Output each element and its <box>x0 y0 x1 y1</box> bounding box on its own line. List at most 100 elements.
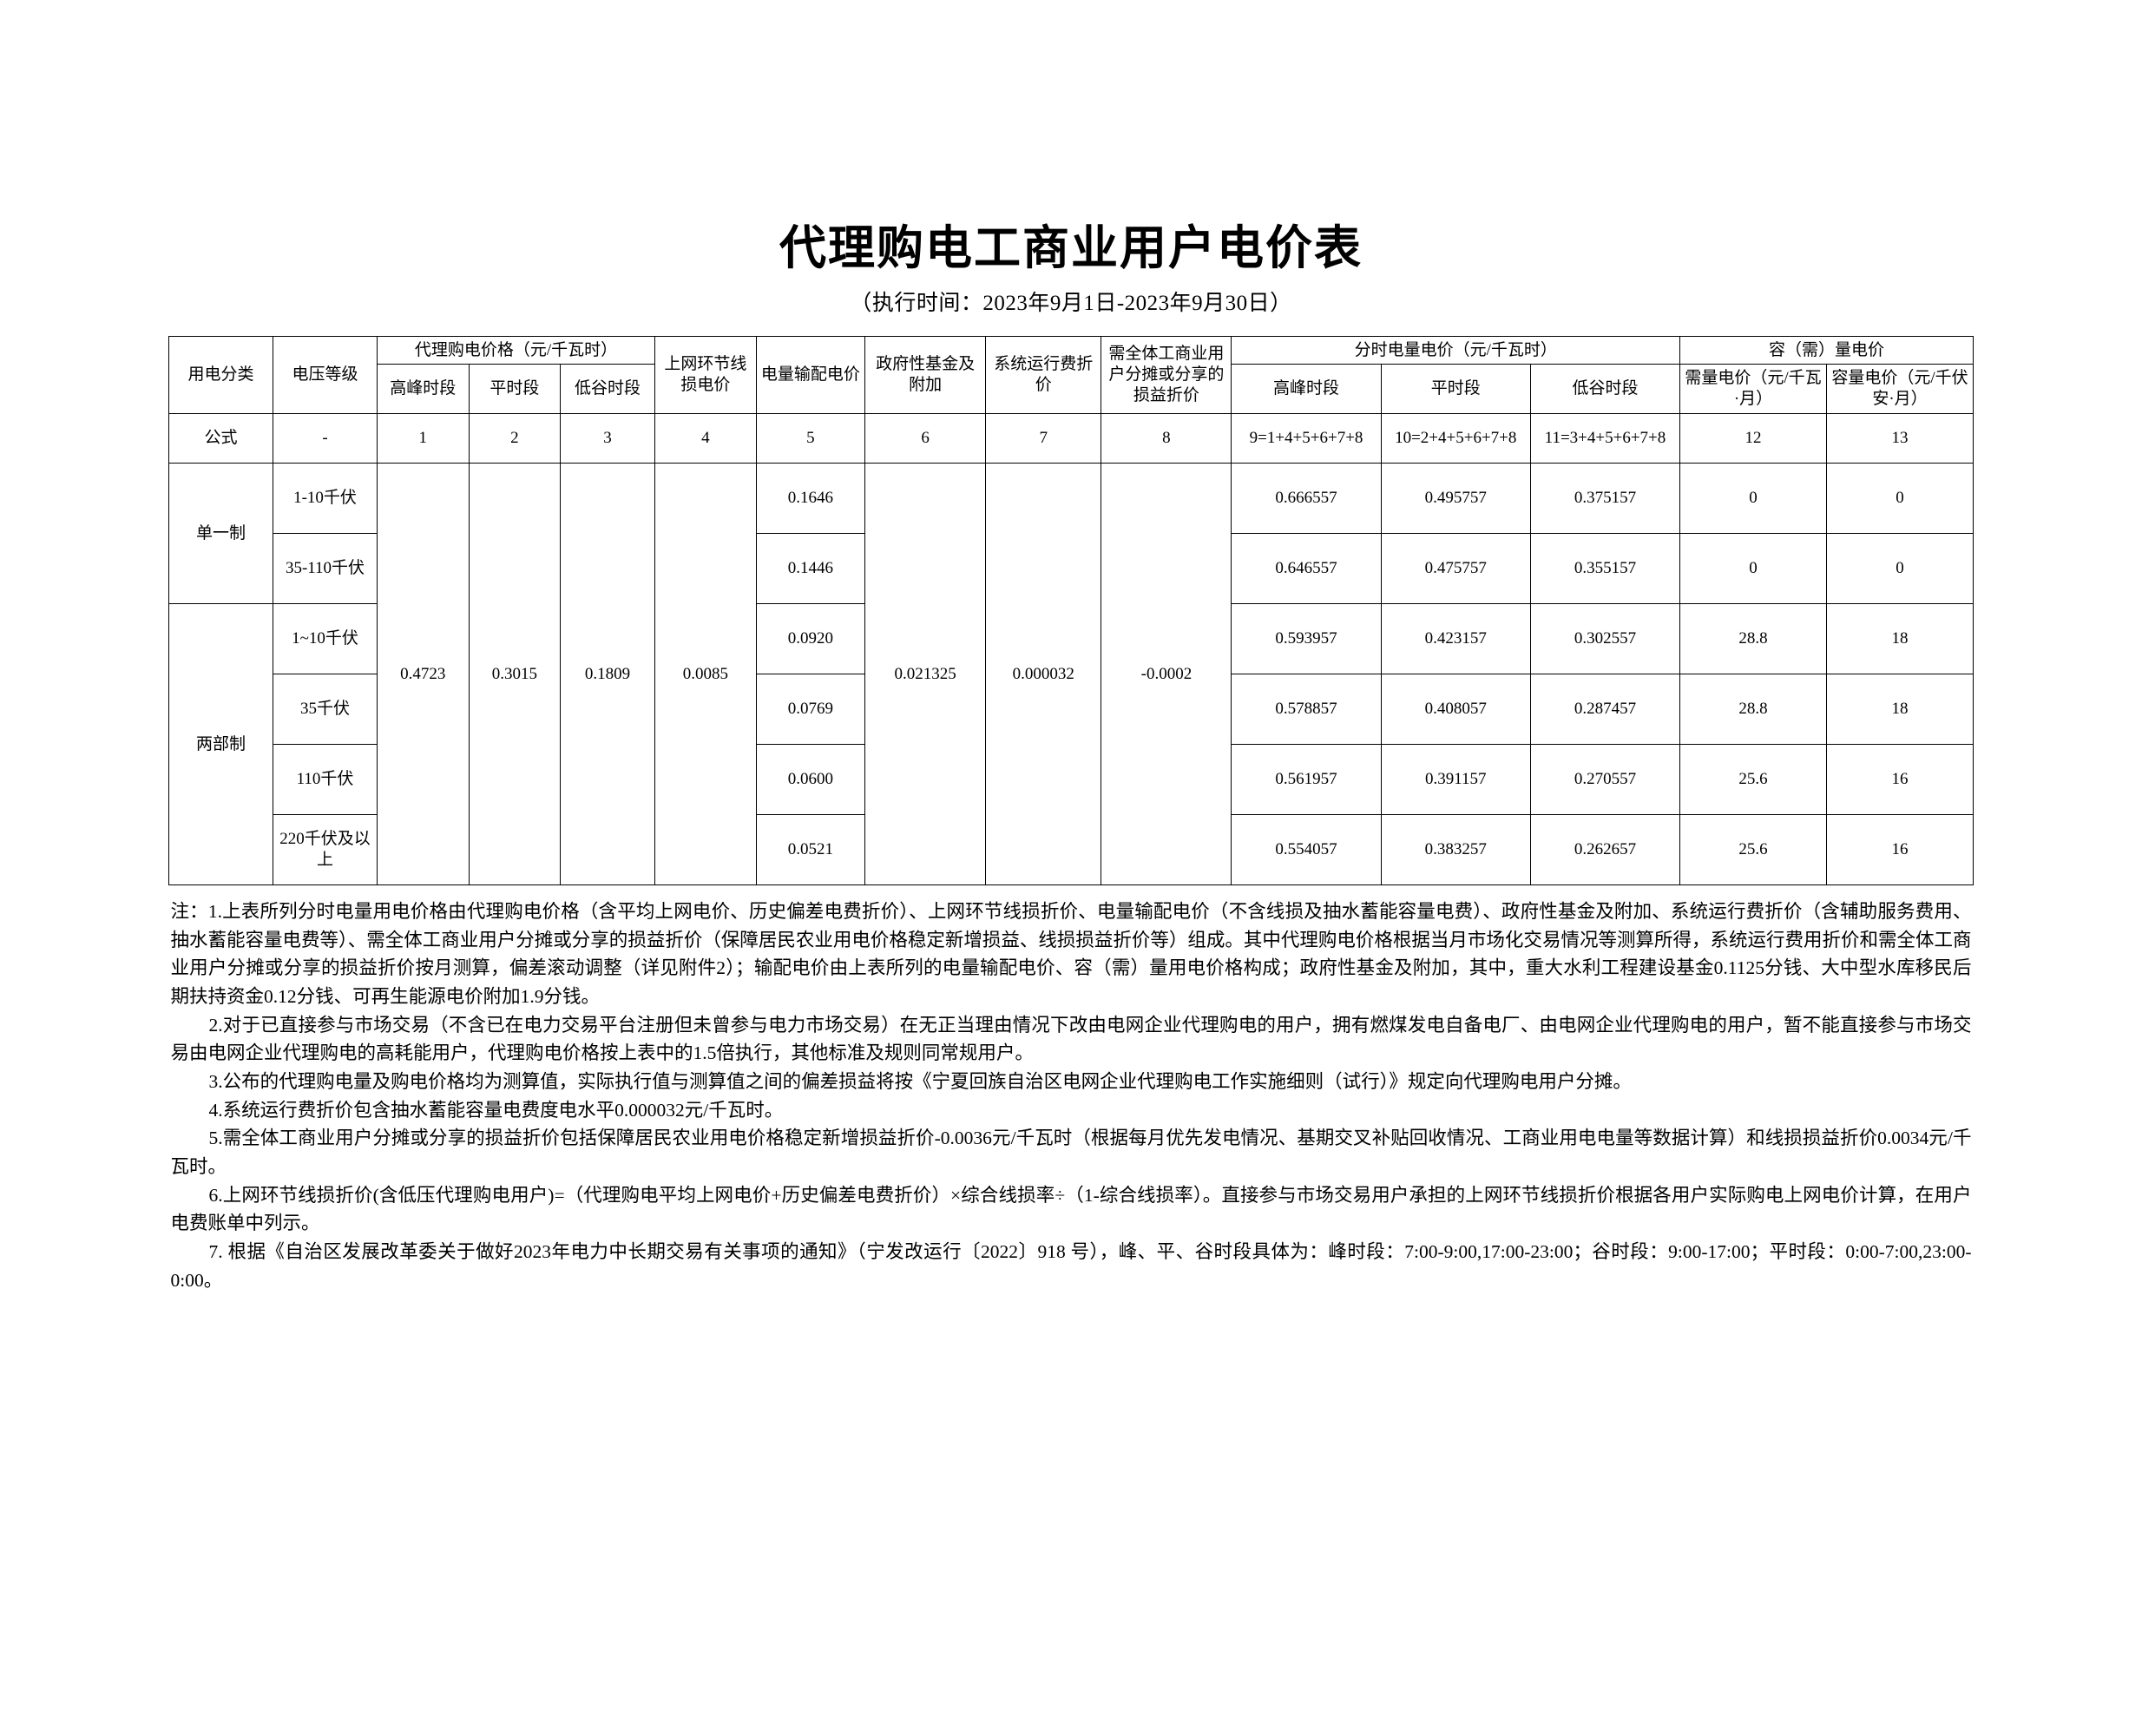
price-table-container: 用电分类 电压等级 代理购电价格（元/千瓦时） 上网环节线损电价 电量输配电价 … <box>168 335 1974 885</box>
row-voltage: 1-10千伏 <box>273 462 378 534</box>
page-subtitle: （执行时间：2023年9月1日-2023年9月30日） <box>850 291 1292 315</box>
header-grid-line-loss: 上网环节线损电价 <box>654 335 757 414</box>
cell-demand-price: 28.8 <box>1679 602 1827 674</box>
header-agent-valley: 低谷时段 <box>560 364 655 414</box>
cell-gov-fund: 0.021325 <box>864 462 987 885</box>
cell-distribution: 0.0521 <box>755 813 866 885</box>
note-4: 4.系统运行费折价包含抽水蓄能容量电费度电水平0.000032元/千瓦时。 <box>208 1099 784 1121</box>
cell-tou-peak: 0.593957 <box>1231 602 1382 674</box>
header-row-sub: 高峰时段 平时段 低谷时段 高峰时段 平时段 低谷时段 需量电价（元/千瓦·月）… <box>169 364 1974 414</box>
cell-tou-peak: 0.561957 <box>1231 743 1382 815</box>
cell-tou-valley: 0.270557 <box>1529 743 1681 815</box>
cell-demand-price: 25.6 <box>1679 743 1827 815</box>
row-category-two-part: 两部制 <box>168 602 273 885</box>
row-voltage: 35-110千伏 <box>273 532 378 604</box>
note-1: 注：1.上表所列分时电量用电价格由代理购电价格（含平均上网电价、历史偏差电费折价… <box>170 900 1972 1007</box>
formula-agent-valley: 3 <box>560 412 655 464</box>
header-capacity-price: 容量电价（元/千伏安·月） <box>1825 364 1974 414</box>
formula-tou-valley: 11=3+4+5+6+7+8 <box>1529 412 1681 464</box>
cell-tou-flat: 0.408057 <box>1380 673 1531 745</box>
header-gov-fund: 政府性基金及附加 <box>864 335 987 414</box>
row-voltage: 1~10千伏 <box>273 602 378 674</box>
table-row: 两部制 1~10千伏 0.0920 0.593957 0.423157 0.30… <box>168 602 1974 885</box>
header-distribution: 电量输配电价 <box>755 335 866 414</box>
formula-agent-flat: 2 <box>468 412 562 464</box>
header-tou-group: 分时电量电价（元/千瓦时） <box>1231 335 1681 365</box>
cell-capacity-price: 18 <box>1825 602 1974 674</box>
header-demand-price: 需量电价（元/千瓦·月） <box>1679 364 1827 414</box>
price-table: 用电分类 电压等级 代理购电价格（元/千瓦时） 上网环节线损电价 电量输配电价 … <box>168 335 1974 885</box>
formula-system-fee: 7 <box>985 412 1102 464</box>
formula-tou-flat: 10=2+4+5+6+7+8 <box>1380 412 1531 464</box>
cell-tou-flat: 0.475757 <box>1380 532 1531 604</box>
cell-distribution: 0.0920 <box>755 602 866 674</box>
cell-demand-price: 28.8 <box>1679 673 1827 745</box>
formula-shared-loss: 8 <box>1101 412 1232 464</box>
header-agent-price-group: 代理购电价格（元/千瓦时） <box>377 335 655 365</box>
title-block: 代理购电工商业用户电价表 （执行时间：2023年9月1日-2023年9月30日） <box>0 221 2142 317</box>
cell-demand-price: 0 <box>1679 532 1827 604</box>
cell-tou-flat: 0.495757 <box>1380 462 1531 534</box>
header-agent-flat: 平时段 <box>468 364 562 414</box>
table-header: 用电分类 电压等级 代理购电价格（元/千瓦时） 上网环节线损电价 电量输配电价 … <box>168 335 1974 414</box>
note-5: 5.需全体工商业用户分摊或分享的损益折价包括保障居民农业用电价格稳定新增损益折价… <box>170 1128 1972 1178</box>
table-body: 公式 - 1 2 3 4 5 6 7 8 9=1+4+5+6+7+8 10=2+… <box>168 412 1974 885</box>
row-voltage: 35千伏 <box>273 673 378 745</box>
cell-tou-peak: 0.646557 <box>1231 532 1382 604</box>
row-category-single: 单一制 <box>168 462 273 604</box>
note-6: 6.上网环节线损折价(含低压代理购电用户)=（代理购电平均上网电价+历史偏差电费… <box>170 1184 1972 1234</box>
cell-tou-valley: 0.287457 <box>1529 673 1681 745</box>
cell-demand-price: 0 <box>1679 462 1827 534</box>
formula-demand-price: 12 <box>1679 412 1827 464</box>
cell-capacity-price: 16 <box>1825 813 1974 885</box>
cell-capacity-price: 0 <box>1825 532 1974 604</box>
cell-demand-price: 25.6 <box>1679 813 1827 885</box>
cell-tou-valley: 0.355157 <box>1529 532 1681 604</box>
cell-tou-flat: 0.423157 <box>1380 602 1531 674</box>
cell-tou-valley: 0.302557 <box>1529 602 1681 674</box>
row-voltage: 220千伏及以上 <box>273 813 378 885</box>
header-capacity-group: 容（需）量电价 <box>1679 335 1974 365</box>
cell-tou-flat: 0.383257 <box>1380 813 1531 885</box>
header-agent-peak: 高峰时段 <box>377 364 470 414</box>
document-page: 代理购电工商业用户电价表 （执行时间：2023年9月1日-2023年9月30日）… <box>0 221 2142 1736</box>
cell-system-fee: 0.000032 <box>985 462 1102 885</box>
row-voltage: 110千伏 <box>273 743 378 815</box>
cell-agent-valley: 0.1809 <box>560 462 655 885</box>
cell-tou-peak: 0.666557 <box>1231 462 1382 534</box>
cell-distribution: 0.1446 <box>755 532 866 604</box>
cell-distribution: 0.1646 <box>755 462 866 534</box>
cell-tou-valley: 0.375157 <box>1529 462 1681 534</box>
formula-tou-peak: 9=1+4+5+6+7+8 <box>1231 412 1382 464</box>
cell-capacity-price: 18 <box>1825 673 1974 745</box>
cell-capacity-price: 0 <box>1825 462 1974 534</box>
formula-grid-line-loss: 4 <box>654 412 757 464</box>
table-row: 35千伏 0.0769 0.578857 0.408057 0.287457 2… <box>169 673 1974 745</box>
cell-tou-peak: 0.578857 <box>1231 673 1382 745</box>
cell-distribution: 0.0769 <box>755 673 866 745</box>
cell-tou-flat: 0.391157 <box>1380 743 1531 815</box>
header-category: 用电分类 <box>168 335 273 414</box>
cell-capacity-price: 16 <box>1825 743 1974 815</box>
formula-row: 公式 - 1 2 3 4 5 6 7 8 9=1+4+5+6+7+8 10=2+… <box>168 412 1974 464</box>
page-title: 代理购电工商业用户电价表 <box>779 222 1363 274</box>
cell-shared-loss: -0.0002 <box>1101 462 1232 885</box>
formula-gov-fund: 6 <box>864 412 987 464</box>
cell-distribution: 0.0600 <box>755 743 866 815</box>
cell-agent-flat: 0.3015 <box>468 462 562 885</box>
cell-tou-peak: 0.554057 <box>1231 813 1382 885</box>
header-tou-peak: 高峰时段 <box>1231 364 1382 414</box>
note-2: 2.对于已直接参与市场交易（不含已在电力交易平台注册但未曾参与电力市场交易）在无… <box>170 1014 1972 1064</box>
cell-agent-peak: 0.4723 <box>377 462 470 885</box>
formula-capacity-price: 13 <box>1825 412 1974 464</box>
table-row: 110千伏 0.0600 0.561957 0.391157 0.270557 … <box>169 743 1974 815</box>
table-row: 单一制 1-10千伏 0.4723 0.3015 0.1809 0.0085 0… <box>168 462 1974 885</box>
table-row: 35-110千伏 0.1446 0.646557 0.475757 0.3551… <box>169 532 1974 604</box>
cell-tou-valley: 0.262657 <box>1529 813 1681 885</box>
formula-agent-peak: 1 <box>377 412 470 464</box>
header-voltage: 电压等级 <box>273 335 378 414</box>
note-7: 7. 根据《自治区发展改革委关于做好2023年电力中长期交易有关事项的通知》（宁… <box>170 1241 1972 1291</box>
header-tou-flat: 平时段 <box>1380 364 1531 414</box>
header-system-fee: 系统运行费折价 <box>985 335 1102 414</box>
notes-section: 注：1.上表所列分时电量用电价格由代理购电价格（含平均上网电价、历史偏差电费折价… <box>171 898 1972 1294</box>
